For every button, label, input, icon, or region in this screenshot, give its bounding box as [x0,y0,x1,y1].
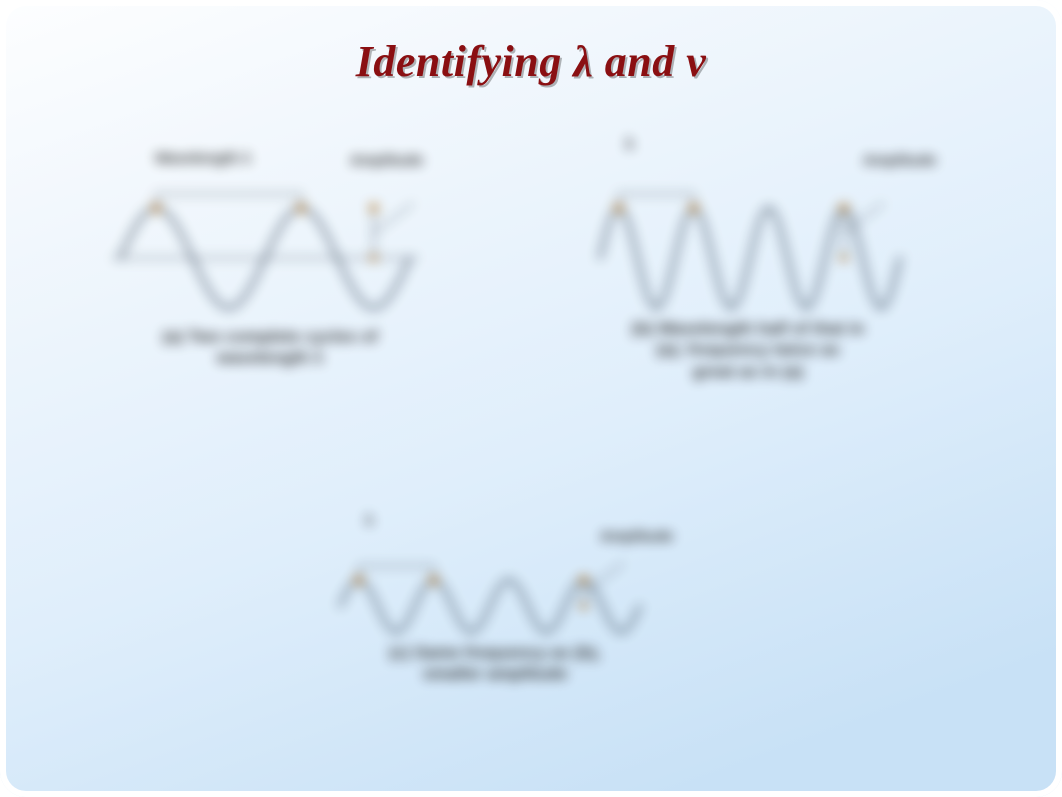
wave-a [100,158,430,418]
label-amplitude-b: Amplitude [863,152,936,169]
panel-c: λ Amplitude (c) Same frequency as (b),sm… [320,530,720,750]
diagram-layer: Wavelength λ Amplitude (a) Two complete … [0,0,1062,797]
label-wavelength-b: λ [625,136,634,154]
wave-c [320,530,720,750]
slide: Identifying λ and ν Wavelength λ Amplitu… [0,0,1062,797]
panel-b: λ Amplitude (b) Wavelength half of that … [580,158,960,418]
caption-c: (c) Same frequency as (b),smaller amplit… [375,642,615,685]
caption-b: (b) Wavelength half of that in(a); frequ… [618,318,878,382]
label-wavelength-a: Wavelength λ [155,150,251,167]
label-wavelength-c: λ [365,512,373,529]
label-amplitude-c: Amplitude [600,528,673,545]
caption-a: (a) Two complete cycles ofwavelength λ [155,326,385,369]
label-amplitude-a: Amplitude [350,152,423,169]
panel-a: Wavelength λ Amplitude (a) Two complete … [100,158,430,418]
